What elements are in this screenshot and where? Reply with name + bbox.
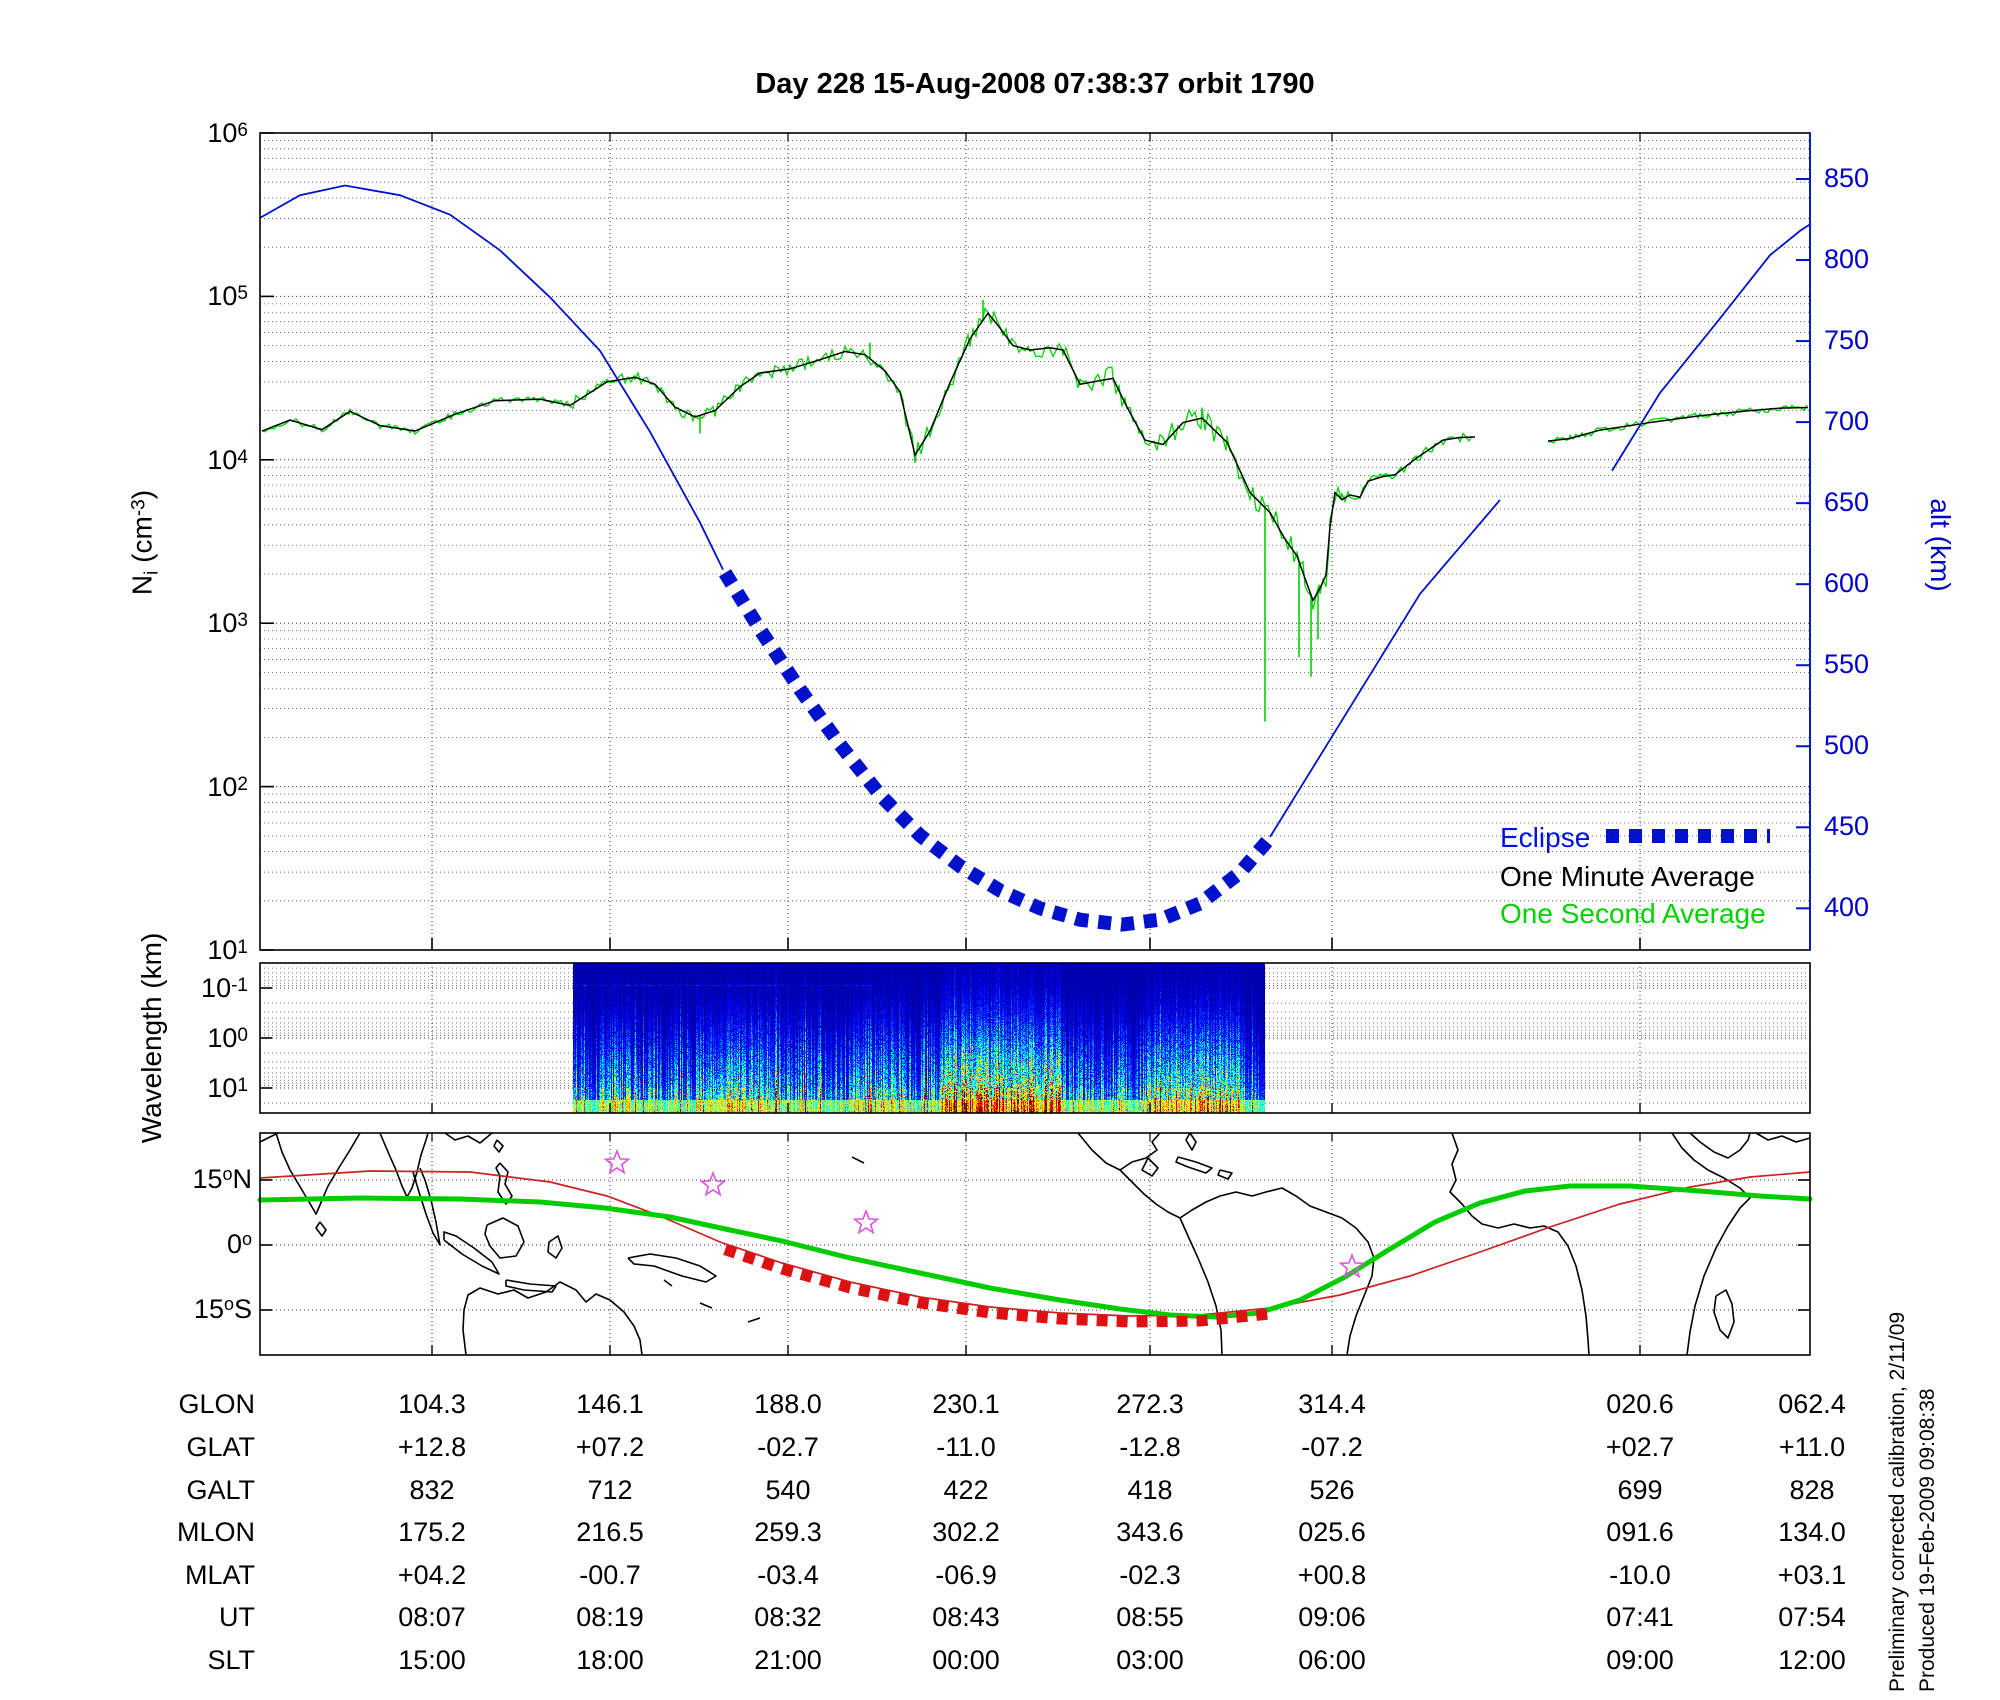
table-cell: +03.1 — [1777, 1560, 1847, 1590]
map-lat-label: 15oN — [192, 1164, 252, 1194]
legend-minute-average: One Minute Average — [1500, 861, 1755, 892]
table-cell: 134.0 — [1778, 1517, 1846, 1547]
altitude-tick-label: 400 — [1824, 892, 1870, 923]
table-cell: 09:00 — [1606, 1645, 1674, 1675]
table-row-label: GLAT — [186, 1432, 255, 1462]
table-cell: -07.2 — [1301, 1432, 1363, 1462]
table-row-label: UT — [219, 1602, 255, 1632]
table-cell: 03:00 — [1116, 1645, 1184, 1675]
altitude-tick-label: 550 — [1824, 649, 1870, 680]
legend-second-average: One Second Average — [1500, 898, 1766, 929]
map-lat-label: 15oS — [193, 1294, 252, 1324]
table-cell: +12.8 — [397, 1432, 467, 1462]
table-row-label: GALT — [186, 1475, 255, 1505]
density-tick-label: 103 — [207, 608, 248, 639]
wavelength-tick-label: 100 — [207, 1023, 248, 1053]
table-cell: 230.1 — [932, 1389, 1000, 1419]
map-lat-label: 0o — [226, 1229, 252, 1259]
table-cell: 08:19 — [576, 1602, 644, 1632]
table-row-label: MLON — [176, 1517, 255, 1547]
table-row-label: MLAT — [184, 1560, 255, 1590]
table-cell: +02.7 — [1605, 1432, 1675, 1462]
table-cell: +04.2 — [397, 1560, 467, 1590]
table-cell: 259.3 — [754, 1517, 822, 1547]
table-cell: 08:32 — [754, 1602, 822, 1632]
table-cell: -10.0 — [1609, 1560, 1671, 1590]
altitude-tick-label: 700 — [1824, 406, 1870, 437]
table-cell: -00.7 — [579, 1560, 641, 1590]
page-title: Day 228 15-Aug-2008 07:38:37 orbit 1790 — [755, 68, 1315, 100]
table-cell: 09:06 — [1298, 1602, 1366, 1632]
table-cell: 712 — [587, 1475, 633, 1505]
table-cell: 025.6 — [1298, 1517, 1366, 1547]
wavelength-tick-label: 10-1 — [201, 973, 248, 1003]
table-cell: -11.0 — [936, 1432, 996, 1462]
table-cell: 08:07 — [398, 1602, 466, 1632]
table-cell: 832 — [409, 1475, 455, 1505]
table-cell: -02.7 — [757, 1432, 819, 1462]
density-tick-label: 101 — [207, 935, 248, 965]
table-cell: 08:43 — [932, 1602, 1000, 1632]
table-cell: 07:54 — [1778, 1602, 1846, 1632]
table-cell: 12:00 — [1778, 1645, 1846, 1675]
density-tick-label: 102 — [207, 771, 248, 802]
table-cell: 216.5 — [576, 1517, 644, 1547]
density-tick-label: 104 — [207, 444, 248, 475]
table-cell: 188.0 — [754, 1389, 822, 1419]
table-cell: 422 — [943, 1475, 989, 1505]
table-cell: 104.3 — [398, 1389, 466, 1419]
table-cell: -06.9 — [935, 1560, 997, 1590]
altitude-tick-label: 800 — [1824, 244, 1870, 275]
table-cell: 091.6 — [1606, 1517, 1674, 1547]
table-cell: 21:00 — [754, 1645, 822, 1675]
table-cell: 062.4 — [1778, 1389, 1846, 1419]
table-cell: 272.3 — [1116, 1389, 1184, 1419]
table-cell: +07.2 — [575, 1432, 645, 1462]
table-cell: 07:41 — [1606, 1602, 1674, 1632]
table-cell: +11.0 — [1778, 1432, 1846, 1462]
yaxis-label-density: Ni (cm-3) — [126, 489, 163, 596]
table-row-label: GLON — [178, 1389, 255, 1419]
table-cell: 146.1 — [576, 1389, 644, 1419]
table-row-label: SLT — [207, 1645, 255, 1675]
table-cell: 526 — [1309, 1475, 1355, 1505]
table-cell: 418 — [1127, 1475, 1173, 1505]
altitude-tick-label: 600 — [1824, 568, 1870, 599]
table-cell: 06:00 — [1298, 1645, 1366, 1675]
altitude-tick-label: 500 — [1824, 730, 1870, 761]
altitude-tick-label: 650 — [1824, 487, 1870, 518]
table-cell: 540 — [765, 1475, 811, 1505]
table-cell: 00:00 — [932, 1645, 1000, 1675]
table-cell: 314.4 — [1298, 1389, 1366, 1419]
density-tick-label: 106 — [207, 118, 248, 148]
altitude-tick-label: 750 — [1824, 325, 1870, 356]
density-tick-label: 105 — [207, 281, 248, 312]
table-cell: 15:00 — [398, 1645, 466, 1675]
spectrogram-image — [573, 963, 1265, 1113]
table-cell: -02.3 — [1119, 1560, 1181, 1590]
table-cell: 18:00 — [576, 1645, 644, 1675]
table-cell: -03.4 — [757, 1560, 819, 1590]
wavelength-tick-label: 101 — [207, 1073, 248, 1103]
note-produced: Produced 19-Feb-2009 09:08:38 — [1916, 1388, 1939, 1692]
table-cell: 020.6 — [1606, 1389, 1674, 1419]
table-cell: 343.6 — [1116, 1517, 1184, 1547]
altitude-tick-label: 850 — [1824, 163, 1870, 193]
yaxis-label-altitude: alt (km) — [1925, 498, 1956, 592]
table-cell: 08:55 — [1116, 1602, 1184, 1632]
table-cell: +00.8 — [1297, 1560, 1367, 1590]
table-cell: -12.8 — [1119, 1432, 1181, 1462]
table-cell: 699 — [1617, 1475, 1663, 1505]
altitude-tick-label: 450 — [1824, 811, 1870, 842]
table-cell: 828 — [1789, 1475, 1835, 1505]
table-cell: 175.2 — [398, 1517, 466, 1547]
table-cell: 302.2 — [932, 1517, 1000, 1547]
legend-eclipse: Eclipse — [1500, 822, 1591, 853]
